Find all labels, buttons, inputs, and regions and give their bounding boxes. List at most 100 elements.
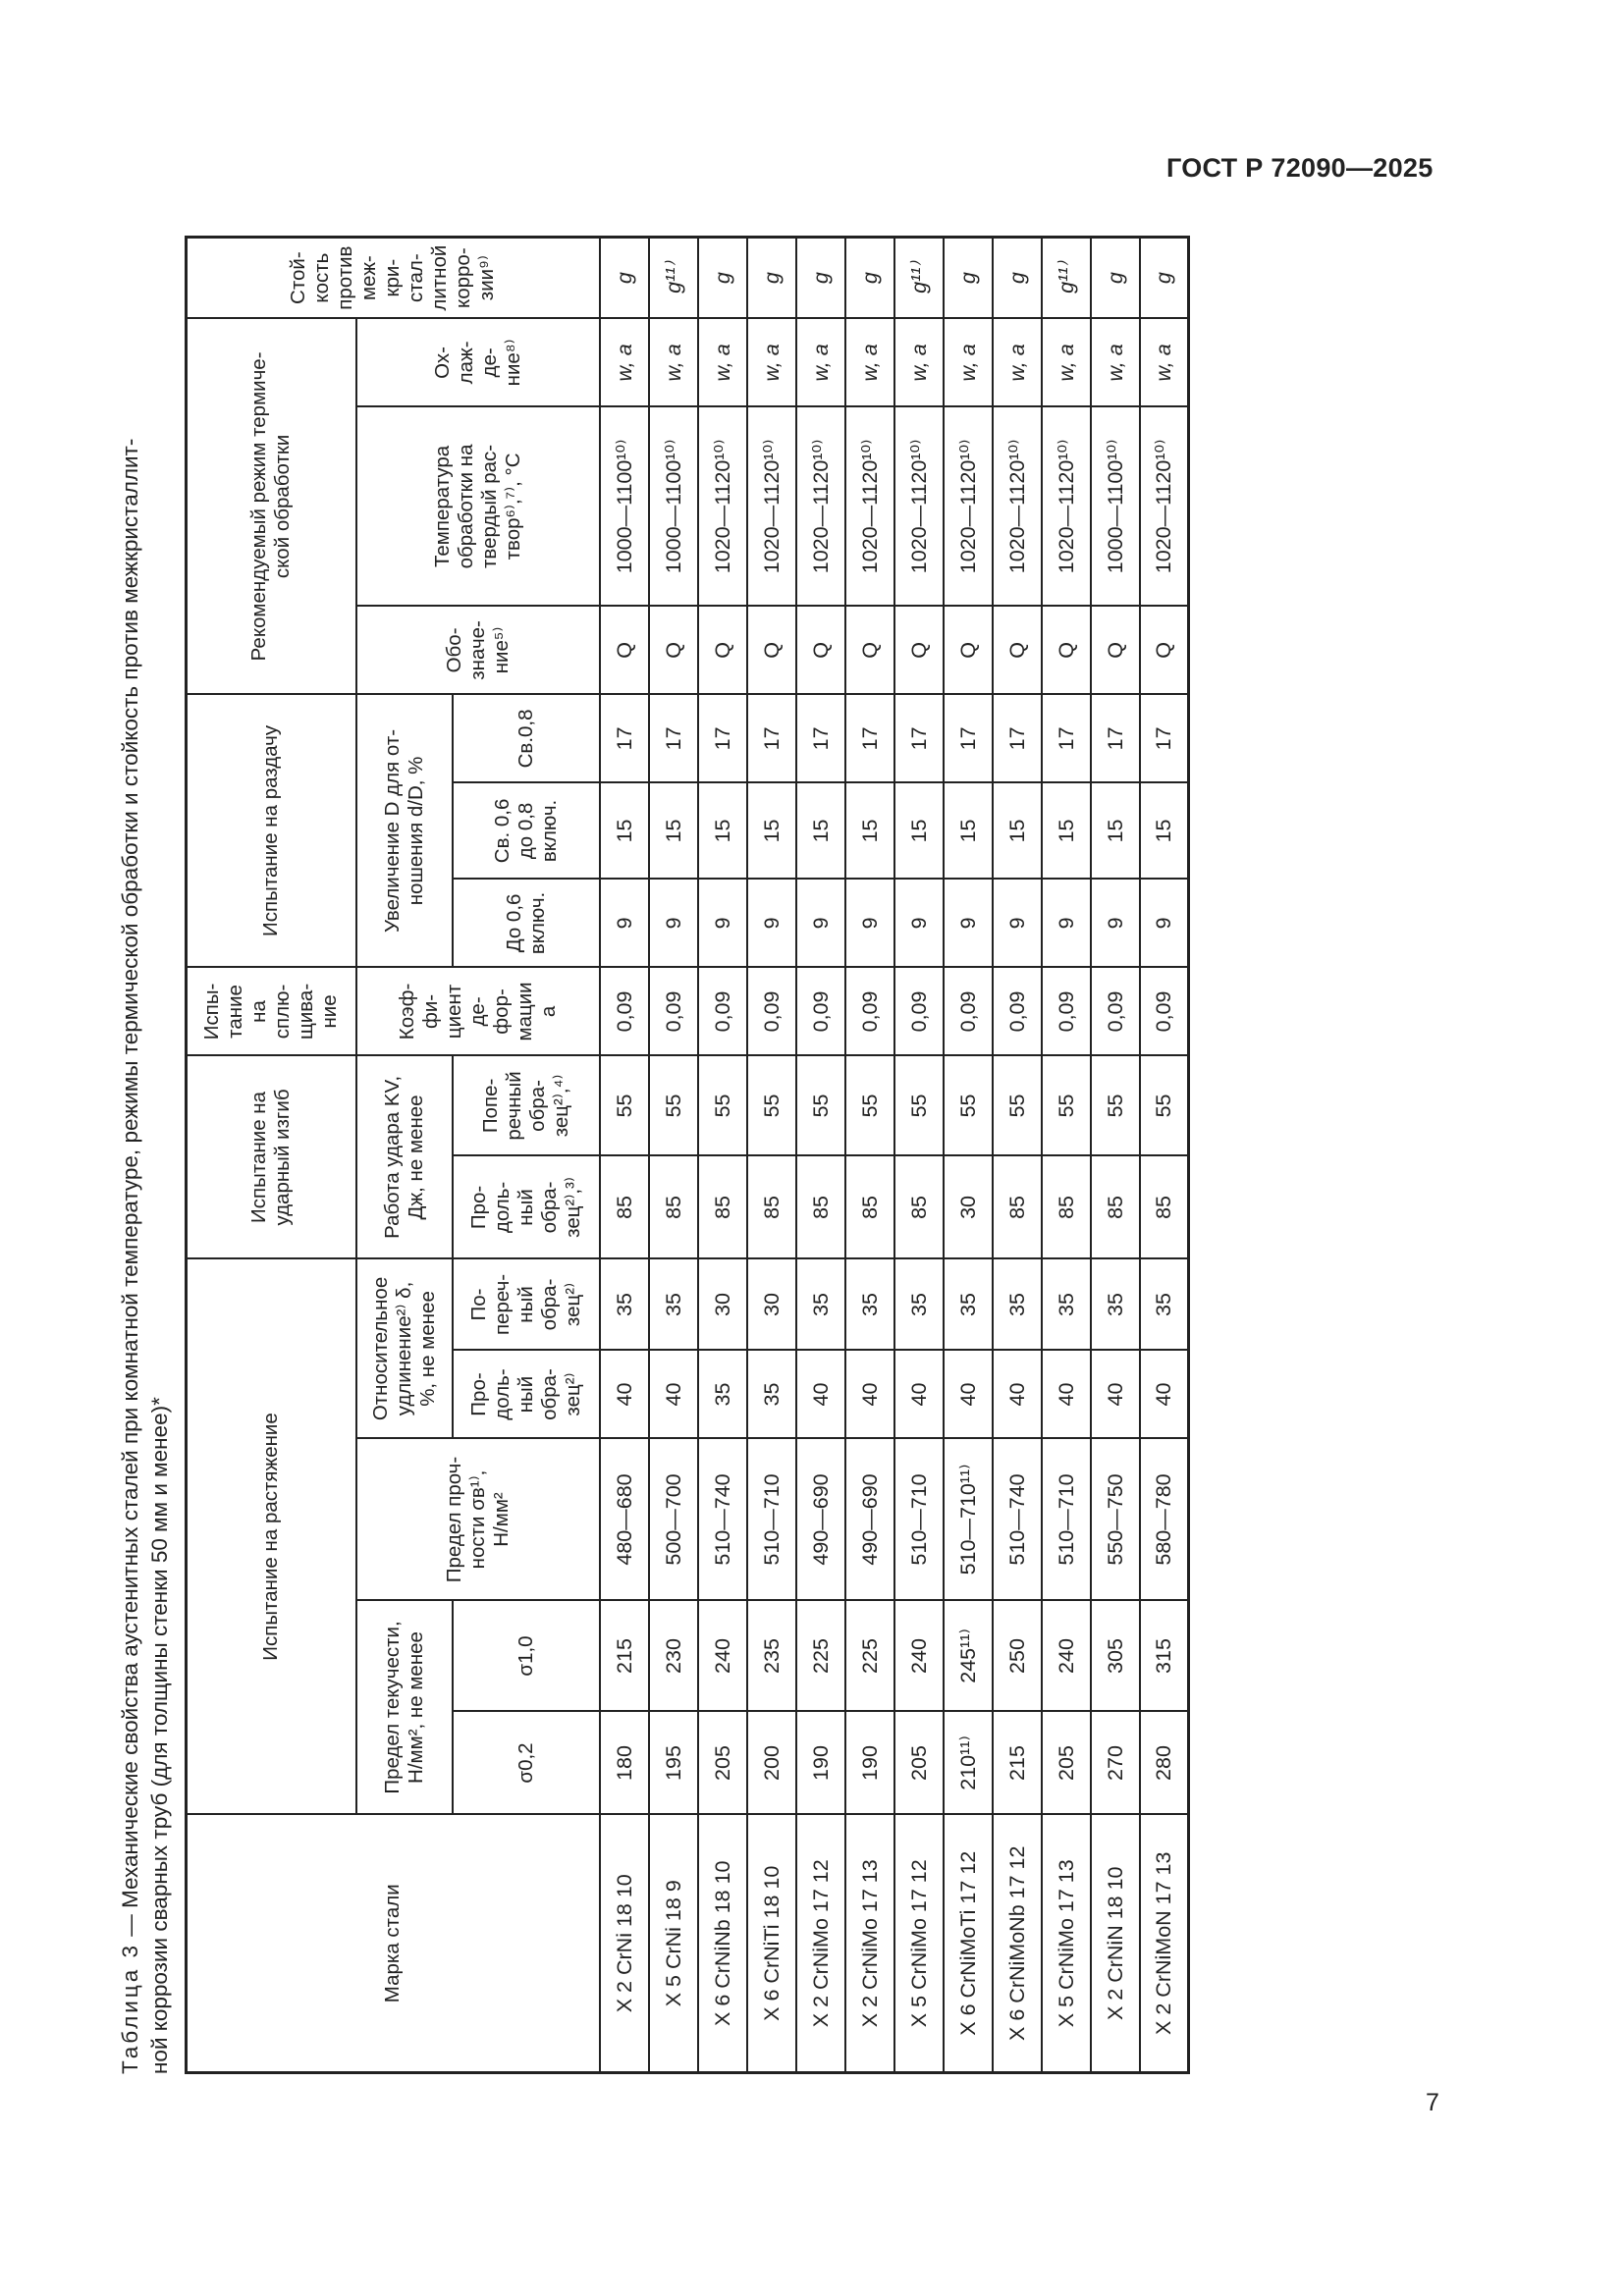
table-cell: 490—690: [844, 1438, 894, 1601]
table-row: X 2 CrNiMo 17 13 190 225 490—690 40 35 85 55 0,0…: [844, 237, 894, 2073]
table-cell: 35: [992, 1258, 1042, 1351]
table-cell: g¹¹⁾: [648, 237, 698, 319]
table-cell: 40: [599, 1350, 649, 1439]
page-number: 7: [1426, 2089, 1439, 2116]
table-cell: X 5 CrNiMo 17 12: [893, 1814, 944, 2073]
table-cell: 195: [648, 1711, 698, 1815]
table-cell: 190: [795, 1711, 845, 1815]
table-cell: 15: [943, 782, 993, 880]
table-cell: w, a: [1139, 318, 1189, 407]
table-cell: 17: [746, 694, 796, 783]
table-cell: 15: [795, 782, 845, 880]
table-cell: X 2 CrNiMo 17 12: [795, 1814, 845, 2073]
table-cell: 250: [992, 1600, 1042, 1712]
header-kv: Работа удара KV, Дж, не менее: [355, 1055, 453, 1259]
table-cell: 510—710: [746, 1438, 796, 1601]
table-cell: 0,09: [599, 967, 649, 1056]
table-cell: g: [844, 237, 894, 319]
table-cell: Q: [1139, 606, 1189, 695]
table-cell: 55: [943, 1055, 993, 1156]
table-cell: g: [599, 237, 649, 319]
table-cell: 1000—1100¹⁰⁾: [648, 406, 698, 607]
table-row: X 5 CrNiMo 17 13 205 240 510—710 40 35 85 55 0,0…: [1041, 237, 1091, 2073]
caption-text-line2: ной коррозии сварных труб (для толщины с…: [147, 1397, 172, 2074]
header-kv-trans: Попе- речный обра- зец²⁾,⁴⁾: [452, 1055, 600, 1156]
table-cell: 9: [746, 879, 796, 968]
table-cell: 30: [697, 1258, 747, 1351]
table-cell: 85: [1041, 1155, 1091, 1259]
table-cell: 0,09: [648, 967, 698, 1056]
table-cell: 240: [697, 1600, 747, 1712]
table-cell: 240: [893, 1600, 944, 1712]
header-deformation: Коэф- фи- циент де- фор- мации a: [355, 967, 600, 1056]
header-expansion: Испытание на раздачу: [186, 694, 356, 968]
table-cell: 510—740: [992, 1438, 1042, 1601]
table-cell: 17: [599, 694, 649, 783]
table-cell: 40: [1139, 1350, 1189, 1439]
table-cell: X 6 CrNiMoTi 17 12: [943, 1814, 993, 2073]
table-cell: 55: [795, 1055, 845, 1156]
table-cell: 190: [844, 1711, 894, 1815]
table-cell: 85: [844, 1155, 894, 1259]
table-cell: 510—740: [697, 1438, 747, 1601]
table-cell: Q: [893, 606, 944, 695]
table-cell: X 2 CrNiN 18 10: [1090, 1814, 1140, 2073]
table-row: X 5 CrNiMo 17 12 205 240 510—710 40 35 85 55 0,0…: [893, 237, 944, 2073]
table-row: X 5 CrNi 18 9 195 230 500—700 40 35 85 55 0,09 9 1…: [648, 237, 698, 2073]
table-cell: 55: [893, 1055, 944, 1156]
table-cell: Q: [992, 606, 1042, 695]
table-body: X 2 CrNi 18 10 180 215 480—680 40 35 85 55 0,09 9…: [599, 237, 1189, 2073]
table-cell: g¹¹⁾: [1041, 237, 1091, 319]
table-cell: w, a: [893, 318, 944, 407]
table-cell: 35: [795, 1258, 845, 1351]
table-cell: g: [795, 237, 845, 319]
table-cell: 15: [844, 782, 894, 880]
table-cell: g: [1139, 237, 1189, 319]
table-cell: 40: [992, 1350, 1042, 1439]
properties-table: Марка стали Испытание на растяжение Испы…: [185, 235, 1190, 2074]
table-cell: 1020—1120¹⁰⁾: [1041, 406, 1091, 607]
header-range-3: Св.0,8: [452, 694, 600, 783]
table-cell: 0,09: [893, 967, 944, 1056]
table-cell: 17: [1139, 694, 1189, 783]
table-cell: Q: [648, 606, 698, 695]
table-cell: 40: [943, 1350, 993, 1439]
table-cell: 17: [1041, 694, 1091, 783]
header-corrosion: Стой- кость против меж- кри- стал- литно…: [186, 237, 600, 319]
table-cell: 1020—1120¹⁰⁾: [943, 406, 993, 607]
table-cell: w, a: [844, 318, 894, 407]
table-cell: 17: [844, 694, 894, 783]
table-cell: 55: [992, 1055, 1042, 1156]
table-cell: 1000—1100¹⁰⁾: [599, 406, 649, 607]
table-cell: 30: [943, 1155, 993, 1259]
table-cell: 9: [844, 879, 894, 968]
table-cell: 17: [943, 694, 993, 783]
table-row: X 2 CrNiN 18 10 270 305 550—750 40 35 85 55 0,09…: [1090, 237, 1140, 2073]
table-cell: 1000—1100¹⁰⁾: [1090, 406, 1140, 607]
header-range-1: До 0,6 включ.: [452, 879, 600, 968]
header-yield: Предел текучести, Н/мм², не менее: [355, 1600, 453, 1815]
table-cell: 35: [943, 1258, 993, 1351]
table-cell: 35: [648, 1258, 698, 1351]
header-designation: Обо- значе- ние⁵⁾: [355, 606, 600, 695]
table-cell: 305: [1090, 1600, 1140, 1712]
table-cell: w, a: [599, 318, 649, 407]
table-cell: g: [746, 237, 796, 319]
table-cell: 1020—1120¹⁰⁾: [893, 406, 944, 607]
table-cell: Q: [697, 606, 747, 695]
table-cell: 215: [599, 1600, 649, 1712]
table-cell: 9: [795, 879, 845, 968]
table-cell: Q: [795, 606, 845, 695]
header-cooling: Ох- лаж- де- ние⁸⁾: [355, 318, 600, 407]
table-cell: 9: [697, 879, 747, 968]
table-cell: 17: [1090, 694, 1140, 783]
table-cell: Q: [746, 606, 796, 695]
table-cell: 15: [697, 782, 747, 880]
caption-label: Таблица 3: [118, 1943, 142, 2074]
table-cell: g: [943, 237, 993, 319]
table-cell: 270: [1090, 1711, 1140, 1815]
table-cell: 35: [599, 1258, 649, 1351]
table-cell: 85: [992, 1155, 1042, 1259]
table-cell: 205: [893, 1711, 944, 1815]
rotated-table-block: Таблица 3 — Механические свойства аустен…: [116, 235, 1191, 2074]
